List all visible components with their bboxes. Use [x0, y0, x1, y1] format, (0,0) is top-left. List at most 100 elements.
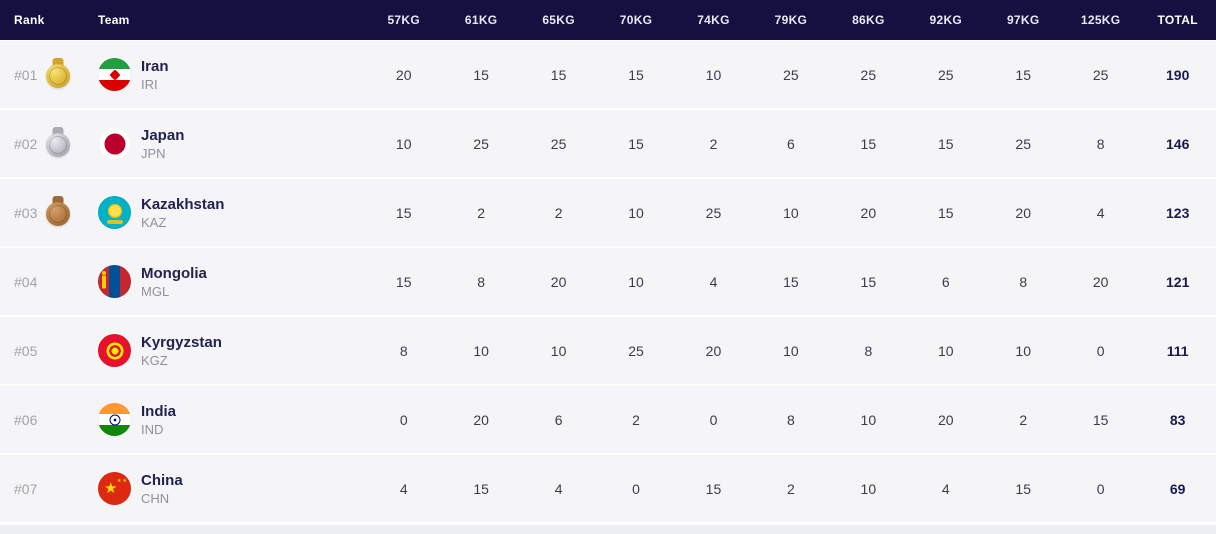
score-65kg: 2 [554, 204, 563, 221]
score-86kg: 15 [860, 273, 877, 290]
score-57kg: 0 [399, 411, 408, 428]
score-86kg: 10 [860, 480, 877, 497]
score-125kg: 25 [1092, 66, 1109, 83]
score-79kg: 15 [783, 273, 799, 290]
score-125kg: 20 [1092, 273, 1109, 290]
score-61kg: 15 [473, 480, 489, 497]
column-header-86kg: 86KG [852, 13, 885, 27]
score-70kg: 2 [632, 411, 640, 428]
team-row-kgz[interactable]: #05 Kyrgyzstan KGZ 8 10 10 25 20 10 8 10 10 0 111 [0, 317, 1216, 384]
japan-flag-icon [98, 127, 131, 160]
column-header-total: TOTAL [1157, 13, 1198, 27]
team-name: Mongolia [141, 264, 207, 282]
silver-medal-icon [44, 127, 72, 160]
team-row-kaz[interactable]: #03 Kazakhstan KAZ 15 2 2 10 25 10 20 15 20 4 123 [0, 179, 1216, 246]
column-header-61kg: 61KG [464, 13, 498, 27]
score-92kg: 15 [937, 204, 954, 221]
team-text: Japan JPN [141, 126, 184, 162]
score-74kg: 4 [709, 273, 718, 290]
score-70kg: 25 [628, 342, 644, 359]
score-86kg: 25 [860, 66, 877, 83]
score-92kg: 4 [941, 480, 950, 497]
team-row-jpn[interactable]: #02 Japan JPN 10 25 25 15 2 6 15 15 25 8 146 [0, 110, 1216, 177]
total-score: 190 [1166, 66, 1190, 83]
score-61kg: 8 [477, 273, 486, 290]
team-name: Kazakhstan [141, 195, 225, 213]
score-97kg: 8 [1019, 273, 1028, 290]
rank-label: #03 [14, 204, 38, 221]
score-57kg: 20 [395, 66, 412, 83]
score-97kg: 25 [1015, 135, 1031, 152]
score-86kg: 10 [860, 411, 877, 428]
score-70kg: 15 [628, 135, 644, 152]
column-header-74kg: 74KG [697, 13, 730, 27]
rank-label: #06 [14, 411, 38, 428]
score-125kg: 15 [1092, 411, 1109, 428]
rank-label: #07 [14, 480, 38, 497]
team-row-ind[interactable]: #06 India IND 0 20 6 2 0 8 10 20 2 15 83 [0, 386, 1216, 453]
column-header-125kg: 125KG [1080, 13, 1121, 27]
score-61kg: 20 [473, 411, 489, 428]
total-score: 146 [1166, 135, 1190, 152]
team-cell: Kazakhstan KAZ [88, 195, 365, 231]
team-cell: Iran IRI [88, 57, 365, 93]
iran-flag-icon [98, 58, 131, 91]
rank-label: #04 [14, 273, 38, 290]
score-57kg: 10 [395, 135, 412, 152]
mongolia-flag-icon [98, 265, 131, 298]
score-70kg: 10 [628, 204, 644, 221]
score-79kg: 10 [783, 342, 799, 359]
score-92kg: 10 [937, 342, 954, 359]
team-text: Kyrgyzstan KGZ [141, 333, 222, 369]
score-86kg: 15 [860, 135, 877, 152]
total-score: 69 [1169, 480, 1186, 497]
score-74kg: 25 [705, 204, 722, 221]
column-header-92kg: 92KG [929, 13, 963, 27]
team-text: Iran IRI [141, 57, 169, 93]
team-text: Mongolia MGL [141, 264, 207, 300]
score-86kg: 20 [860, 204, 877, 221]
india-flag-icon [98, 403, 131, 436]
score-97kg: 10 [1015, 342, 1031, 359]
team-text: Kazakhstan KAZ [141, 195, 224, 231]
bronze-medal-icon [44, 196, 72, 229]
column-header-97kg: 97KG [1006, 13, 1040, 27]
team-code: IRI [141, 76, 158, 92]
score-74kg: 10 [705, 66, 722, 83]
table-header-row: Rank Team 57KG 61KG 65KG 70KG 74KG 79KG 86KG 92… [0, 0, 1216, 40]
total-score: 123 [1166, 204, 1190, 221]
rank-cell: #07 [0, 481, 88, 497]
rank-cell: #03 [0, 196, 88, 229]
score-125kg: 0 [1096, 342, 1105, 359]
score-74kg: 20 [705, 342, 722, 359]
team-code: KGZ [141, 352, 168, 368]
team-row-iri[interactable]: #01 Iran IRI 20 15 15 15 10 25 25 25 15 25 190 [0, 41, 1216, 108]
team-code: JPN [141, 145, 166, 161]
rank-cell: #06 [0, 412, 88, 428]
team-cell: Japan JPN [88, 126, 365, 162]
team-name: Kyrgyzstan [141, 333, 222, 351]
score-65kg: 25 [550, 135, 567, 152]
team-row-mgl[interactable]: #04 Mongolia MGL 15 8 20 10 4 15 15 6 8 20 121 [0, 248, 1216, 315]
gold-medal-icon [44, 58, 72, 91]
column-header-57kg: 57KG [387, 13, 420, 27]
score-70kg: 10 [628, 273, 644, 290]
score-57kg: 8 [399, 342, 408, 359]
score-97kg: 2 [1019, 411, 1028, 428]
score-61kg: 25 [473, 135, 489, 152]
score-65kg: 15 [550, 66, 567, 83]
score-65kg: 6 [554, 411, 563, 428]
score-125kg: 0 [1096, 480, 1105, 497]
team-cell: India IND [88, 402, 365, 438]
total-score: 121 [1166, 273, 1190, 290]
score-97kg: 20 [1015, 204, 1031, 221]
score-92kg: 15 [937, 135, 954, 152]
score-61kg: 10 [473, 342, 489, 359]
rank-cell: #05 [0, 343, 88, 359]
rank-label: #05 [14, 342, 38, 359]
rank-cell: #01 [0, 58, 88, 91]
score-97kg: 15 [1015, 480, 1031, 497]
score-61kg: 2 [477, 204, 486, 221]
